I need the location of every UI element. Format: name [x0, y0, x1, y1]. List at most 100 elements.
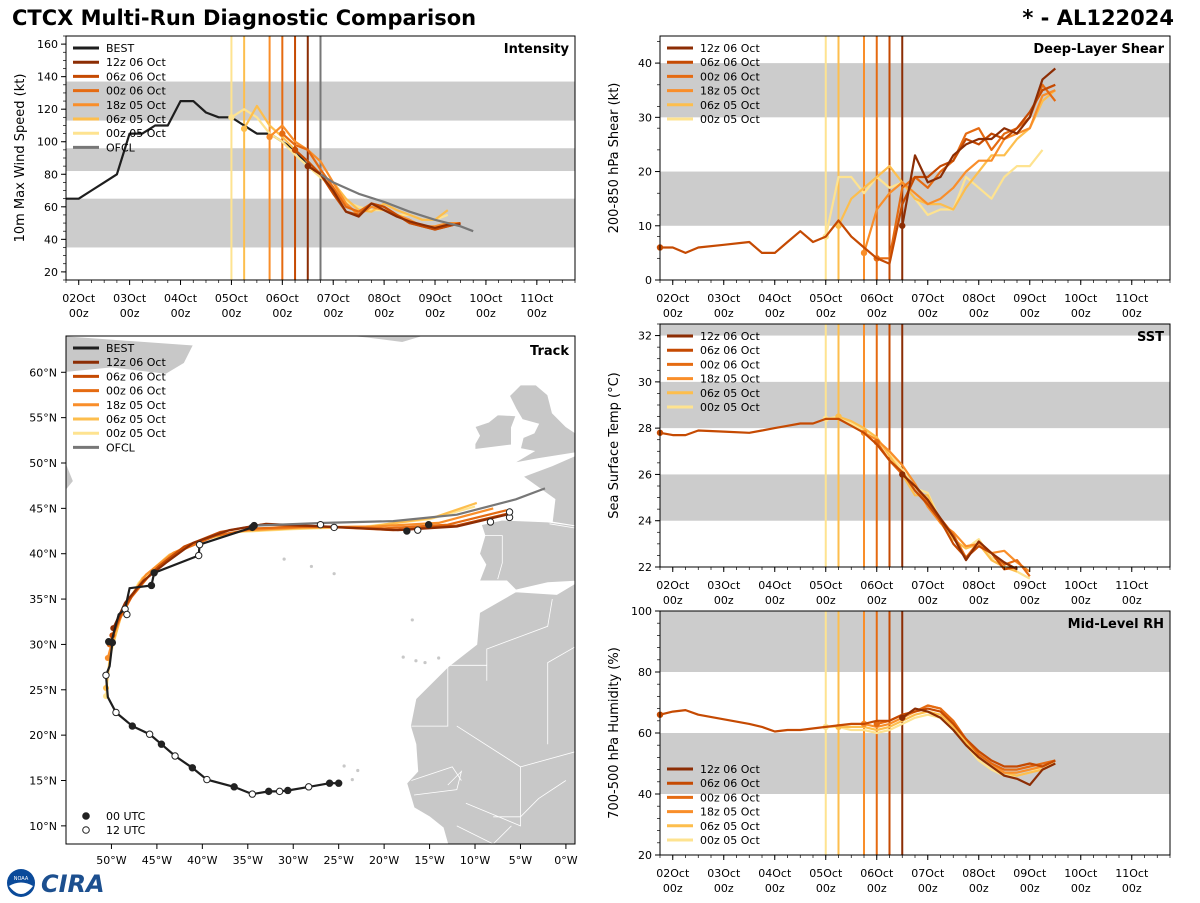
panel-rh: 20 40 60 80 100 02Oct 00z 03Oct 00z 04Oct 00z 05Oct…	[607, 605, 1171, 895]
series-line-12z-06-oct	[901, 67, 1057, 226]
best-track-marker-12utc	[304, 783, 313, 791]
x-tick-hour: 00z	[663, 594, 683, 607]
y-tick-label: 24	[638, 515, 652, 528]
legend-label: 00z 05 Oct	[700, 401, 760, 414]
x-tick-hour: 00z	[1122, 307, 1142, 320]
x-tick-day: 10Oct	[469, 292, 503, 305]
x-tick-day: 10Oct	[1064, 292, 1098, 305]
island	[342, 764, 346, 768]
series-start-marker	[228, 114, 235, 121]
lon-tick-label: 5°W	[509, 854, 532, 867]
x-tick-day: 04Oct	[758, 579, 792, 592]
x-tick-hour: 00z	[714, 594, 734, 607]
cira-logo-text: CIRA	[41, 870, 105, 898]
panel-title: Track	[530, 344, 569, 359]
iceland-landmass	[347, 336, 444, 343]
greenland-landmass	[66, 336, 194, 375]
country-border	[414, 770, 463, 796]
best-track-marker-12utc	[171, 752, 179, 760]
cira-logo: NOAA CIRA	[5, 867, 115, 903]
legend-label: 00z 06 Oct	[700, 70, 760, 83]
x-tick-hour: 00z	[171, 307, 191, 320]
panel-title: SST	[1137, 330, 1164, 345]
x-tick-hour: 00z	[816, 307, 836, 320]
lat-tick-label: 30°N	[29, 638, 57, 651]
series-line-12z-06-oct	[901, 473, 1018, 571]
lon-tick-label: 35°W	[233, 854, 263, 867]
africa-landmass	[406, 583, 575, 844]
best-track-marker-00utc	[147, 581, 156, 590]
lon-tick-label: 25°W	[323, 854, 353, 867]
y-tick-label: 28	[638, 422, 652, 435]
legend-label: 18z 05 Oct	[700, 85, 760, 98]
best-track-line	[104, 524, 339, 796]
series-line-06z-06-oct	[660, 83, 1056, 265]
panel-sst: 22 24 26 28 30 32 02Oct 00z 03Oct 00z 04Oct 00z 05Oc…	[607, 323, 1171, 607]
island	[410, 618, 414, 622]
country-border	[411, 664, 488, 727]
x-tick-hour: 00z	[1020, 594, 1040, 607]
x-tick-day: 09Oct	[419, 292, 453, 305]
lat-tick-label: 60°N	[29, 366, 57, 379]
country-border	[520, 751, 575, 768]
best-track-marker-12utc	[505, 508, 514, 516]
series-line-12z-06-oct	[901, 707, 1056, 787]
lon-tick-label: 10°W	[460, 854, 490, 867]
y-tick-label: 100	[37, 136, 58, 149]
x-tick-hour: 00z	[765, 307, 785, 320]
lat-tick-label: 10°N	[29, 820, 57, 833]
island	[414, 659, 418, 663]
legend-label: 06z 05 Oct	[106, 113, 166, 126]
y-axis-label: 200-850 hPa Shear (kt)	[607, 83, 622, 234]
series-start-marker	[899, 714, 906, 721]
series-start-marker	[266, 133, 273, 141]
legend-label: 00z 05 Oct	[700, 834, 760, 847]
x-tick-day: 02Oct	[62, 292, 96, 305]
x-tick-hour: 00z	[1122, 882, 1142, 895]
legend-label: OFCL	[106, 441, 136, 454]
x-tick-day: 03Oct	[707, 867, 741, 880]
legend-label: 18z 05 Oct	[700, 373, 760, 386]
grey-band	[660, 381, 1170, 429]
x-tick-hour: 00z	[918, 882, 938, 895]
series-line-12z-06-oct	[307, 165, 461, 229]
legend-label: OFCL	[106, 141, 136, 154]
x-tick-day: 09Oct	[1013, 579, 1047, 592]
x-tick-hour: 00z	[1071, 307, 1091, 320]
island	[309, 564, 314, 569]
x-tick-day: 04Oct	[758, 867, 792, 880]
legend-label: 06z 05 Oct	[700, 387, 760, 400]
x-tick-hour: 00z	[1020, 307, 1040, 320]
best-track-marker-00utc	[424, 520, 433, 529]
legend-label: 12z 06 Oct	[700, 42, 760, 55]
france-landmass	[522, 455, 575, 527]
best-track-marker-12utc	[486, 518, 495, 526]
x-tick-hour: 00z	[969, 307, 989, 320]
ofcl-track-line	[254, 487, 546, 527]
island	[437, 656, 441, 660]
best-track-marker-12utc	[123, 610, 131, 619]
lat-tick-label: 45°N	[29, 502, 57, 515]
lat-tick-label: 35°N	[29, 593, 57, 606]
x-tick-hour: 00z	[714, 882, 734, 895]
x-tick-day: 06Oct	[860, 867, 894, 880]
y-tick-label: 26	[638, 468, 652, 481]
series-line-06z-05-oct	[838, 415, 1018, 573]
lon-tick-label: 20°W	[369, 854, 399, 867]
y-tick-label: 10	[638, 220, 652, 233]
series-line-00z-06-oct	[876, 83, 1057, 260]
island	[356, 768, 360, 773]
x-tick-hour: 00z	[527, 307, 547, 320]
x-tick-day: 07Oct	[911, 292, 945, 305]
series-start-marker	[860, 249, 868, 257]
land-layer	[66, 336, 575, 844]
y-tick-label: 140	[37, 71, 58, 84]
country-border	[411, 766, 462, 781]
best-track-marker-12utc	[316, 520, 325, 529]
forecast-track-18z-05-oct	[106, 507, 494, 659]
x-tick-day: 06Oct	[860, 579, 894, 592]
country-border	[456, 725, 521, 827]
best-track-marker-12utc	[195, 540, 204, 549]
best-track-marker-12utc	[195, 551, 203, 560]
x-tick-day: 06Oct	[860, 292, 894, 305]
